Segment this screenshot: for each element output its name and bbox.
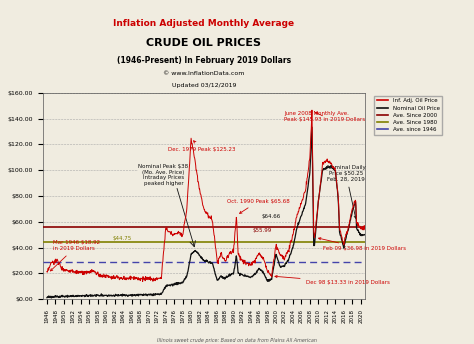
Text: CRUDE OIL PRICES: CRUDE OIL PRICES xyxy=(146,38,261,48)
Text: Dec. 1979 Peak $125.23: Dec. 1979 Peak $125.23 xyxy=(168,141,235,152)
Text: Nominal Peak $38
(Mo. Ave. Price)
Intraday Prices
peaked higher: Nominal Peak $38 (Mo. Ave. Price) Intrad… xyxy=(138,164,189,186)
Text: June 2008 Monthly Ave.
Peak $145.93 in 2019 Dollars: June 2008 Monthly Ave. Peak $145.93 in 2… xyxy=(284,111,365,122)
Text: $55.99: $55.99 xyxy=(253,228,272,233)
Text: Updated 03/12/2019: Updated 03/12/2019 xyxy=(172,83,236,88)
Text: © www.InflationData.com: © www.InflationData.com xyxy=(163,71,245,76)
Text: Feb 09 $36.98 in 2019 Dollars: Feb 09 $36.98 in 2019 Dollars xyxy=(319,238,406,251)
Text: Oct. 1990 Peak $65.68: Oct. 1990 Peak $65.68 xyxy=(227,198,290,213)
Text: Inflation Adjusted Monthly Average: Inflation Adjusted Monthly Average xyxy=(113,19,294,28)
Text: Nominal Daily
Price $50.25
Feb. 28, 2019: Nominal Daily Price $50.25 Feb. 28, 2019 xyxy=(327,165,365,218)
Legend: Inf. Adj. Oil Price, Nominal Oil Price, Ave. Since 2000, Ave. Since 1980, Ave. s: Inf. Adj. Oil Price, Nominal Oil Price, … xyxy=(374,96,442,135)
Text: Illinois sweet crude price: Based on data from Plains All American: Illinois sweet crude price: Based on dat… xyxy=(157,338,317,343)
Text: Dec 98 $13.33 in 2019 Dollars: Dec 98 $13.33 in 2019 Dollars xyxy=(275,276,390,285)
Text: Mar 1946 $18.92
in 2019 Dollars: Mar 1946 $18.92 in 2019 Dollars xyxy=(50,240,100,271)
Text: $64.66: $64.66 xyxy=(261,214,280,219)
Text: $44.75: $44.75 xyxy=(113,236,132,241)
Text: (1946-Present) In February 2019 Dollars: (1946-Present) In February 2019 Dollars xyxy=(117,56,291,65)
